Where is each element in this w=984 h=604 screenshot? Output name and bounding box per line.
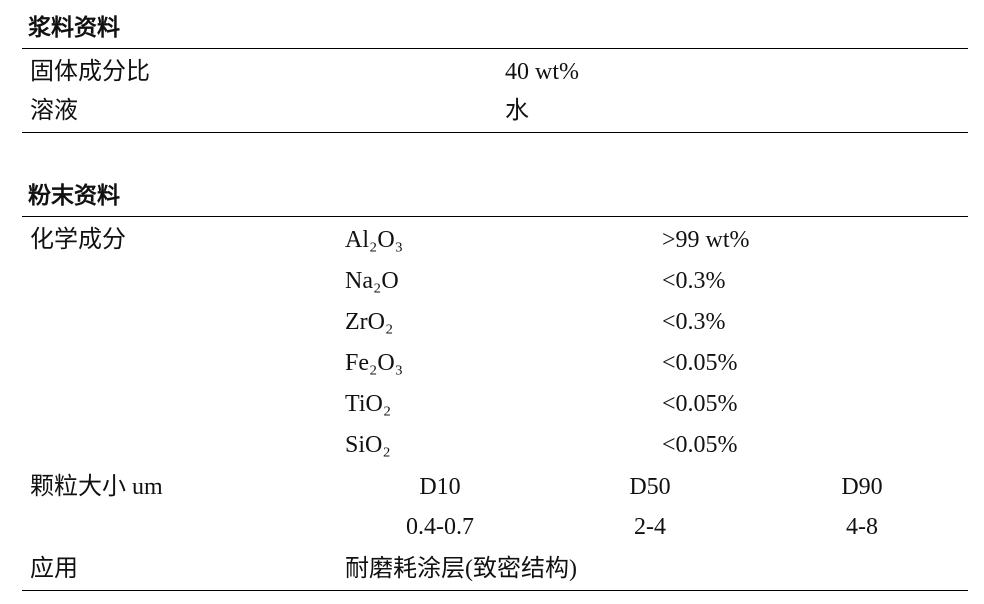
- size-value: 4-8: [846, 514, 878, 540]
- row-value: 40 wt%: [505, 59, 579, 85]
- row-label: 颗粒大小 um: [30, 474, 163, 500]
- content: <0.05%: [662, 432, 738, 458]
- rule: [22, 216, 968, 217]
- compound: ZrO₂: [345, 309, 394, 335]
- section-title: 粉末资料: [28, 183, 120, 209]
- row-label: 化学成分: [30, 227, 126, 253]
- rule: [22, 132, 968, 133]
- section-title: 浆料资料: [28, 15, 120, 41]
- rule: [22, 590, 968, 591]
- size-header: D10: [419, 474, 461, 500]
- row-label: 固体成分比: [30, 59, 150, 85]
- row-label: 溶液: [30, 98, 78, 124]
- compound: Na₂O: [345, 268, 399, 294]
- rule: [22, 48, 968, 49]
- compound: Fe₂O₃: [345, 350, 404, 376]
- content: >99 wt%: [662, 227, 750, 253]
- size-header: D90: [841, 474, 883, 500]
- content: <0.05%: [662, 391, 738, 417]
- row-label: 应用: [30, 556, 78, 582]
- size-value: 2-4: [634, 514, 666, 540]
- row-value: 水: [505, 98, 529, 124]
- compound: Al₂O₃: [345, 227, 404, 253]
- size-header: D50: [629, 474, 671, 500]
- compound: SiO₂: [345, 432, 391, 458]
- size-value: 0.4-0.7: [406, 514, 474, 540]
- compound: TiO₂: [345, 391, 392, 417]
- row-value: 耐磨耗涂层(致密结构): [345, 556, 577, 582]
- content: <0.3%: [662, 268, 726, 294]
- content: <0.3%: [662, 309, 726, 335]
- content: <0.05%: [662, 350, 738, 376]
